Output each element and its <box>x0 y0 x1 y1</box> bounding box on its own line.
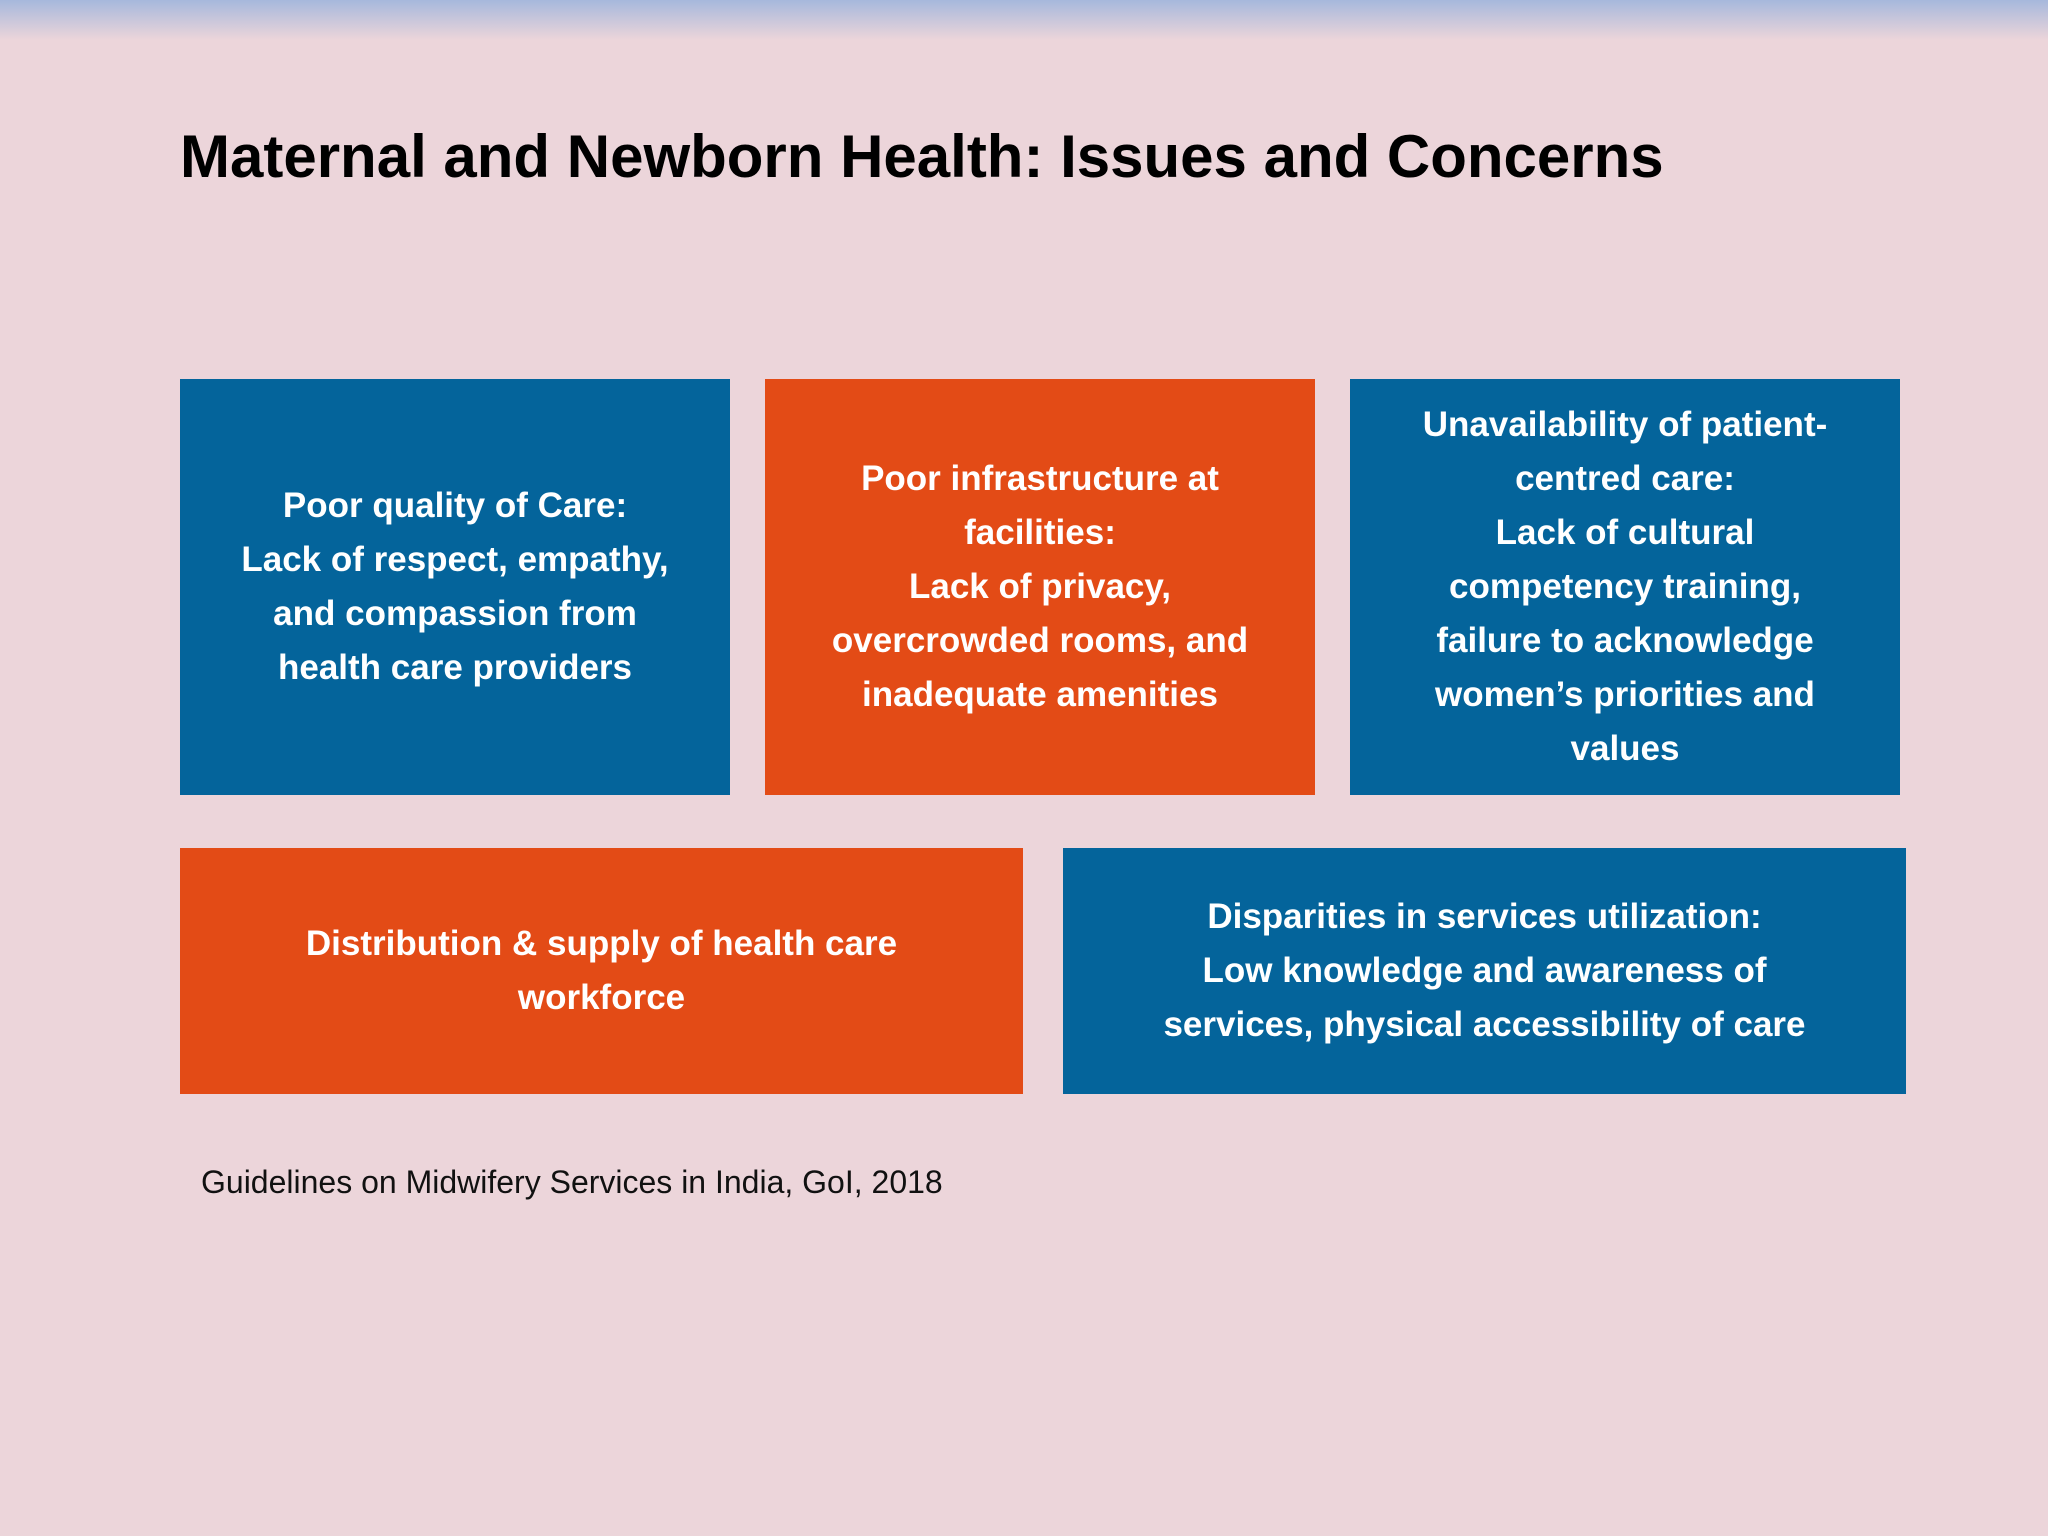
box-text-line: Lack of privacy, <box>909 567 1171 606</box>
box-text-line: Unavailability of patient- <box>1422 405 1828 444</box>
box-text-line: Distribution & supply of health care <box>305 924 898 963</box>
box-text-line: Disparities in services utilization: <box>1207 897 1762 936</box>
box-text-line: values <box>1570 729 1680 768</box>
box-text-line: centred care: <box>1515 459 1735 498</box>
issue-box: Poor infrastructure at facilities: Lack of… <box>765 379 1315 795</box>
box-text-line: Lack of respect, empathy, <box>241 540 669 579</box>
box-text-line: inadequate amenities <box>862 675 1218 714</box>
issue-box: Disparities in services utilization: Low … <box>1063 848 1906 1094</box>
box-text-line: failure to acknowledge <box>1436 621 1814 660</box>
box-text-line: and compassion from <box>273 594 637 633</box>
slide-title: Maternal and Newborn Health: Issues and … <box>180 123 1664 190</box>
issue-box: Poor quality of Care: Lack of respect, em… <box>180 379 730 795</box>
box-text-line: overcrowded rooms, and <box>831 621 1249 660</box>
box-text-line: women’s priorities and <box>1435 675 1815 714</box>
box-text-line: health care providers <box>277 648 633 687</box>
box-text-line: Low knowledge and awareness of <box>1202 951 1767 990</box>
box-text-line: services, physical accessibility of care <box>1163 1005 1806 1044</box>
issue-box: Unavailability of patient-centred care: L… <box>1350 379 1900 795</box>
box-text-line: facilities: <box>964 513 1116 552</box>
citation: Guidelines on Midwifery Services in Indi… <box>201 1164 943 1200</box>
box-text-line: Poor quality of Care: <box>282 486 628 525</box>
issue-box: Distribution & supply of health care work… <box>180 848 1023 1094</box>
box-text-line: workforce <box>517 978 686 1017</box>
box-text-line: Poor infrastructure at <box>861 459 1219 498</box>
box-text-line: Lack of cultural <box>1495 513 1755 552</box>
box-text-line: competency training, <box>1448 567 1802 606</box>
top-band <box>0 0 2048 40</box>
